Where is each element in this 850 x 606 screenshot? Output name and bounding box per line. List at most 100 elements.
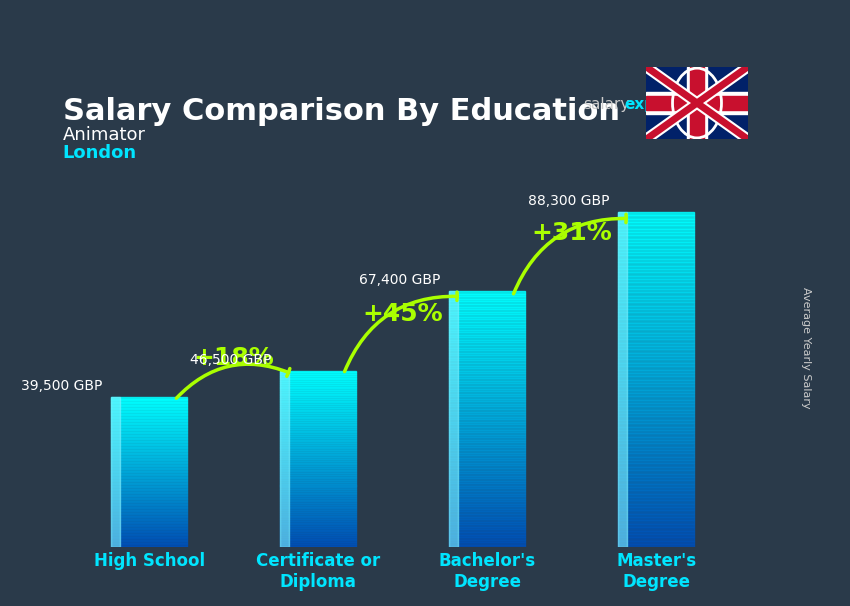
Bar bbox=[618, 296, 694, 299]
Bar bbox=[111, 469, 187, 471]
Bar bbox=[449, 435, 525, 437]
Bar bbox=[111, 447, 187, 448]
Text: 88,300 GBP: 88,300 GBP bbox=[528, 194, 609, 208]
Bar bbox=[618, 490, 694, 494]
Bar bbox=[618, 376, 694, 379]
Bar bbox=[618, 333, 694, 336]
Bar bbox=[280, 406, 356, 408]
Bar bbox=[449, 537, 525, 540]
Bar bbox=[449, 322, 525, 325]
Bar bbox=[280, 496, 356, 498]
Bar bbox=[280, 401, 356, 402]
Bar bbox=[449, 350, 525, 353]
Bar bbox=[449, 394, 525, 396]
Bar bbox=[280, 445, 356, 447]
Bar bbox=[111, 464, 187, 465]
Bar bbox=[618, 339, 694, 342]
Bar bbox=[280, 438, 356, 439]
Bar bbox=[449, 378, 525, 381]
Bar bbox=[618, 336, 694, 339]
Bar bbox=[111, 426, 187, 427]
Bar bbox=[618, 212, 627, 547]
Bar bbox=[618, 292, 694, 296]
Bar bbox=[618, 457, 694, 460]
Bar bbox=[618, 276, 694, 279]
Bar bbox=[280, 539, 356, 541]
Bar bbox=[111, 493, 187, 495]
Bar bbox=[618, 410, 694, 413]
Bar bbox=[646, 92, 748, 114]
Bar bbox=[111, 472, 187, 474]
Bar bbox=[618, 282, 694, 285]
Bar bbox=[618, 460, 694, 464]
Bar bbox=[111, 421, 187, 423]
Bar bbox=[618, 228, 694, 232]
Bar bbox=[111, 450, 187, 451]
Bar bbox=[687, 67, 707, 139]
Bar bbox=[111, 418, 187, 420]
Bar bbox=[280, 413, 356, 415]
Bar bbox=[449, 414, 525, 417]
Bar bbox=[280, 433, 356, 435]
Bar bbox=[618, 544, 694, 547]
Bar bbox=[111, 537, 187, 538]
Bar bbox=[618, 285, 694, 289]
Bar bbox=[111, 408, 187, 409]
Bar bbox=[618, 212, 694, 215]
Bar bbox=[618, 370, 694, 373]
Bar bbox=[618, 450, 694, 453]
Bar bbox=[280, 535, 356, 537]
Bar bbox=[618, 430, 694, 433]
Bar bbox=[111, 484, 187, 486]
Bar bbox=[449, 338, 525, 340]
Bar bbox=[449, 430, 525, 432]
Bar bbox=[618, 359, 694, 363]
Bar bbox=[111, 405, 187, 406]
Bar bbox=[646, 96, 748, 110]
Bar bbox=[280, 399, 356, 401]
Bar bbox=[280, 378, 356, 379]
Bar bbox=[618, 225, 694, 228]
Bar bbox=[280, 388, 356, 390]
Bar bbox=[111, 480, 187, 481]
Bar bbox=[449, 519, 525, 522]
Bar bbox=[280, 521, 356, 522]
Bar bbox=[280, 503, 356, 505]
Bar bbox=[618, 521, 694, 524]
Bar bbox=[449, 481, 525, 484]
Bar bbox=[449, 496, 525, 499]
Bar bbox=[111, 435, 187, 436]
Bar bbox=[618, 326, 694, 329]
Bar bbox=[690, 67, 704, 139]
Bar bbox=[280, 477, 356, 478]
Bar bbox=[618, 265, 694, 269]
Bar bbox=[449, 348, 525, 350]
Bar bbox=[111, 462, 187, 464]
Bar bbox=[618, 484, 694, 487]
Bar bbox=[111, 544, 187, 546]
Bar bbox=[280, 404, 356, 406]
Bar bbox=[449, 419, 525, 422]
Bar bbox=[280, 387, 356, 388]
Bar bbox=[618, 433, 694, 436]
Bar bbox=[111, 451, 187, 453]
Bar bbox=[280, 507, 356, 508]
Bar bbox=[111, 529, 187, 531]
Bar bbox=[449, 315, 525, 317]
Bar bbox=[618, 416, 694, 420]
Bar bbox=[280, 466, 356, 468]
Bar bbox=[111, 518, 187, 519]
Bar bbox=[449, 514, 525, 516]
Bar bbox=[280, 533, 356, 535]
Bar bbox=[111, 499, 187, 501]
Bar bbox=[111, 465, 187, 466]
Bar bbox=[280, 371, 356, 373]
Bar bbox=[280, 530, 356, 531]
Bar bbox=[111, 459, 187, 461]
Bar bbox=[280, 408, 356, 410]
Bar bbox=[280, 498, 356, 499]
Bar bbox=[618, 444, 694, 447]
Bar bbox=[449, 540, 525, 542]
Text: London: London bbox=[63, 144, 137, 162]
Bar bbox=[618, 235, 694, 239]
